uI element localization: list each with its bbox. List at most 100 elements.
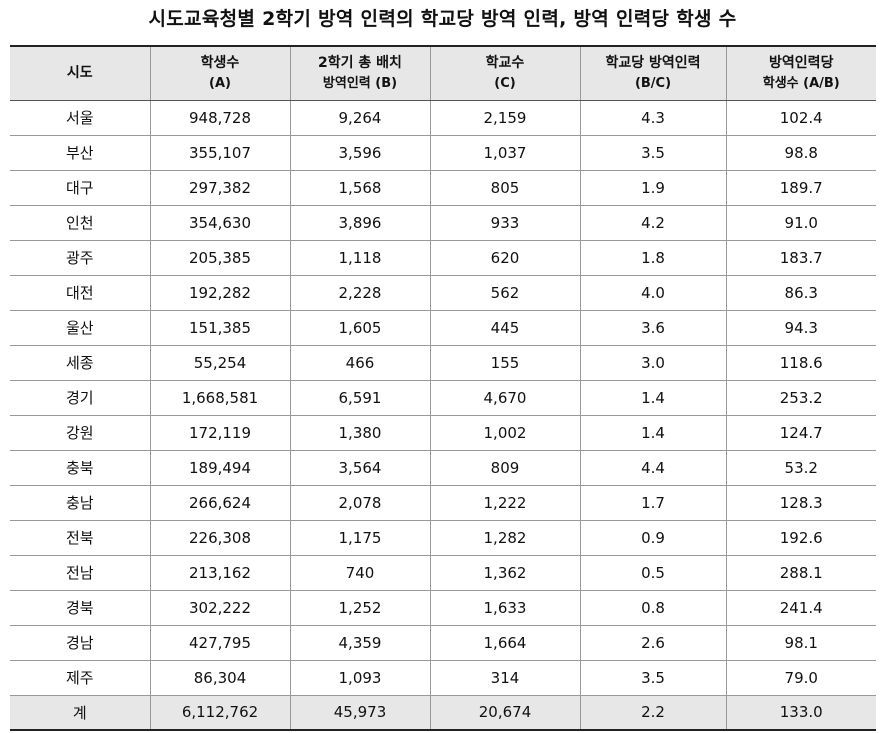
column-header-label: 학교수 [485,54,525,71]
table-row: 울산 151,385 1,605 445 3.6 94.3 [10,309,876,346]
table-row: 서울 948,728 9,264 2,159 4.3 102.4 [10,99,876,136]
cell-staff: 1,380 [289,414,431,451]
cell-students-per-staff: 288.1 [725,554,876,591]
cell-staff: 2,078 [289,484,431,521]
cell-staff-per-school: 4.3 [579,99,727,136]
table-row: 대구 297,382 1,568 805 1.9 189.7 [10,169,876,206]
cell-region: 전북 [10,519,151,556]
cell-staff-per-school: 2.6 [579,624,727,661]
cell-schools: 4,670 [429,379,581,416]
cell-staff-per-school: 0.5 [579,554,727,591]
cell-students: 226,308 [149,519,291,556]
cell-students: 205,385 [149,239,291,276]
cell-staff-per-school: 3.5 [579,659,727,696]
cell-region: 강원 [10,414,151,451]
total-cell-schools: 20,674 [429,694,581,731]
cell-students-per-staff: 128.3 [725,484,876,521]
cell-students: 192,282 [149,274,291,311]
column-header-schools: 학교수 (C) [429,45,581,101]
cell-staff-per-school: 1.4 [579,414,727,451]
column-header-region: 시도 [10,45,151,101]
cell-staff-per-school: 3.0 [579,344,727,381]
table-row: 인천 354,630 3,896 933 4.2 91.0 [10,204,876,241]
column-header-label: 2학기 총 배치 [318,54,402,71]
cell-staff: 1,605 [289,309,431,346]
cell-schools: 1,633 [429,589,581,626]
cell-students: 427,795 [149,624,291,661]
column-header-staff-per-school: 학교당 방역인력 (B/C) [579,45,727,101]
table-row: 제주 86,304 1,093 314 3.5 79.0 [10,659,876,696]
cell-staff-per-school: 0.8 [579,589,727,626]
cell-staff: 1,568 [289,169,431,206]
cell-region: 세종 [10,344,151,381]
cell-students-per-staff: 192.6 [725,519,876,556]
cell-staff-per-school: 4.2 [579,204,727,241]
cell-students-per-staff: 183.7 [725,239,876,276]
table-row: 충남 266,624 2,078 1,222 1.7 128.3 [10,484,876,521]
cell-region: 대전 [10,274,151,311]
cell-region: 광주 [10,239,151,276]
cell-staff: 1,175 [289,519,431,556]
total-cell-students-per-staff: 133.0 [725,694,876,731]
total-cell-students: 6,112,762 [149,694,291,731]
cell-schools: 155 [429,344,581,381]
cell-staff: 1,118 [289,239,431,276]
table-row: 부산 355,107 3,596 1,037 3.5 98.8 [10,134,876,171]
cell-students-per-staff: 102.4 [725,99,876,136]
column-header-label: 시도 [66,65,93,82]
table-row: 강원 172,119 1,380 1,002 1.4 124.7 [10,414,876,451]
cell-region: 경북 [10,589,151,626]
cell-region: 경남 [10,624,151,661]
table-row: 대전 192,282 2,228 562 4.0 86.3 [10,274,876,311]
cell-staff: 3,564 [289,449,431,486]
column-header-sublabel: 방역인력 (B) [322,75,398,91]
table-body: 서울 948,728 9,264 2,159 4.3 102.4 부산 355,107 3,59… [10,99,876,731]
cell-staff: 3,896 [289,204,431,241]
cell-students: 151,385 [149,309,291,346]
cell-staff-per-school: 0.9 [579,519,727,556]
cell-region: 충남 [10,484,151,521]
table-row: 경북 302,222 1,252 1,633 0.8 241.4 [10,589,876,626]
table-row: 경남 427,795 4,359 1,664 2.6 98.1 [10,624,876,661]
cell-region: 경기 [10,379,151,416]
table-row: 충북 189,494 3,564 809 4.4 53.2 [10,449,876,486]
column-header-label: 학생수 [200,54,240,71]
cell-students: 355,107 [149,134,291,171]
cell-students-per-staff: 91.0 [725,204,876,241]
cell-students-per-staff: 98.1 [725,624,876,661]
total-cell-region: 계 [10,694,151,731]
cell-students-per-staff: 253.2 [725,379,876,416]
cell-schools: 1,002 [429,414,581,451]
total-row: 계 6,112,762 45,973 20,674 2.2 133.0 [10,694,876,731]
cell-staff: 2,228 [289,274,431,311]
cell-students-per-staff: 86.3 [725,274,876,311]
total-cell-staff: 45,973 [289,694,431,731]
cell-schools: 1,222 [429,484,581,521]
cell-schools: 2,159 [429,99,581,136]
cell-students: 189,494 [149,449,291,486]
cell-schools: 445 [429,309,581,346]
cell-staff: 1,252 [289,589,431,626]
cell-region: 서울 [10,99,151,136]
column-header-label: 방역인력당 [769,54,834,71]
cell-staff-per-school: 1.7 [579,484,727,521]
cell-schools: 1,664 [429,624,581,661]
cell-staff-per-school: 4.0 [579,274,727,311]
cell-region: 제주 [10,659,151,696]
cell-region: 울산 [10,309,151,346]
column-header-sublabel: (C) [494,75,516,91]
cell-staff: 6,591 [289,379,431,416]
column-header-students: 학생수 (A) [149,45,291,101]
cell-students-per-staff: 189.7 [725,169,876,206]
cell-schools: 805 [429,169,581,206]
cell-students-per-staff: 53.2 [725,449,876,486]
cell-students-per-staff: 118.6 [725,344,876,381]
cell-schools: 314 [429,659,581,696]
cell-schools: 933 [429,204,581,241]
cell-schools: 809 [429,449,581,486]
cell-region: 충북 [10,449,151,486]
cell-students-per-staff: 124.7 [725,414,876,451]
cell-students: 302,222 [149,589,291,626]
